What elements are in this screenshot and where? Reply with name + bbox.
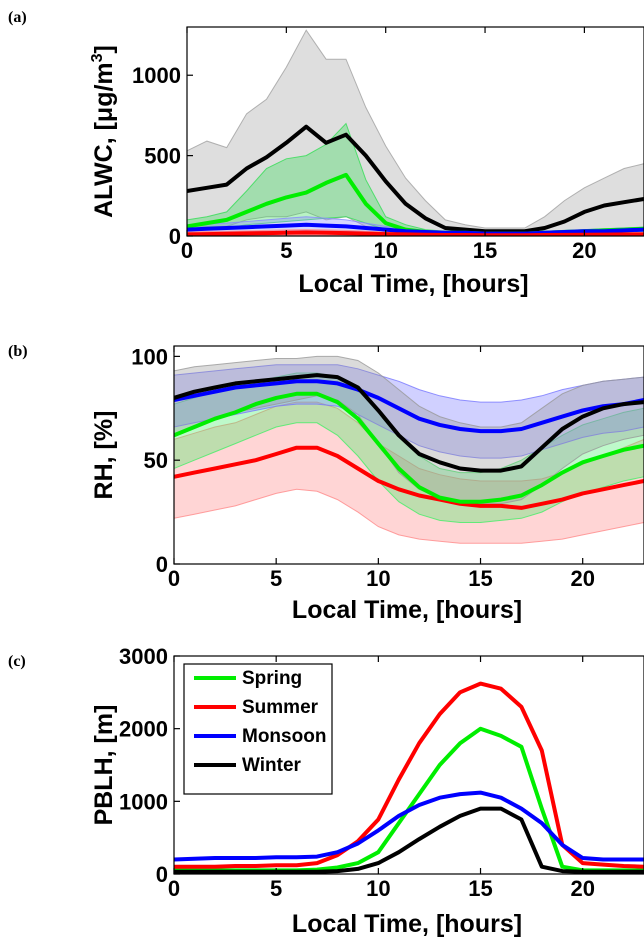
x-tick-label: 0 bbox=[168, 566, 180, 591]
series-line-2 bbox=[174, 379, 644, 434]
x-axis-label: Local Time, [hours] bbox=[292, 910, 522, 938]
chart-panel-2: 0 5 10 15 20 0 1000 2000 3000 (c) Local Time, [hou… bbox=[8, 644, 644, 938]
x-tick-label: 5 bbox=[270, 876, 282, 901]
axes-frame bbox=[173, 655, 644, 875]
x-tick-label: 5 bbox=[270, 566, 282, 591]
chart-panel-0: 0 5 10 15 20 0 500 1000 (a) Local Time, [hours] AL… bbox=[8, 9, 644, 298]
panel-label: (b) bbox=[8, 343, 28, 360]
y-tick-label: 1000 bbox=[132, 63, 181, 88]
x-tick-label: 0 bbox=[181, 238, 193, 263]
y-tick-label: 0 bbox=[156, 552, 168, 577]
y-tick-label: 100 bbox=[131, 344, 168, 369]
y-axis-label-end: ] bbox=[90, 45, 118, 53]
series-line-3 bbox=[174, 373, 644, 473]
y-axis-label: ALWC, [μg/m3] bbox=[89, 45, 118, 218]
series-line-winter bbox=[174, 806, 644, 874]
legend: Spring Summer Monsoon Winter bbox=[183, 663, 333, 795]
x-tick-label: 10 bbox=[366, 876, 390, 901]
y-axis-label: RH, [%] bbox=[90, 411, 118, 500]
plot-area-1 bbox=[174, 355, 644, 544]
panel-label: (c) bbox=[8, 653, 26, 670]
x-tick-label: 20 bbox=[570, 566, 594, 591]
series-line-3 bbox=[187, 230, 644, 236]
x-tick-label: 10 bbox=[373, 238, 397, 263]
axes-frame bbox=[173, 345, 644, 565]
x-tick-label: 10 bbox=[366, 566, 390, 591]
y-tick-label: 50 bbox=[144, 448, 168, 473]
x-tick-label: 15 bbox=[473, 238, 497, 263]
y-tick-label: 2000 bbox=[119, 717, 168, 742]
legend-box bbox=[183, 663, 333, 795]
plot-area-2 bbox=[174, 681, 644, 874]
legend-label-spring: Spring bbox=[242, 668, 302, 689]
y-tick-label: 1000 bbox=[119, 789, 168, 814]
confidence-band-0 bbox=[187, 29, 644, 236]
x-tick-label: 0 bbox=[168, 876, 180, 901]
series-line-monsoon bbox=[174, 790, 644, 862]
x-axis-label: Local Time, [hours] bbox=[292, 596, 522, 624]
panel-label: (a) bbox=[8, 9, 27, 26]
series-line-1 bbox=[174, 391, 644, 504]
series-line-0 bbox=[174, 445, 644, 510]
y-tick-label: 0 bbox=[156, 862, 168, 887]
x-tick-label: 20 bbox=[572, 238, 596, 263]
y-tick-label: 3000 bbox=[119, 644, 168, 669]
x-axis-label: Local Time, [hours] bbox=[298, 270, 528, 298]
y-axis-label-superscript: 3 bbox=[89, 53, 106, 62]
axes-frame bbox=[186, 26, 644, 237]
x-tick-label: 20 bbox=[570, 876, 594, 901]
plot-area-0 bbox=[187, 29, 644, 236]
y-tick-label: 0 bbox=[169, 224, 181, 249]
legend-label-winter: Winter bbox=[242, 755, 302, 776]
chart-panel-1: 0 5 10 15 20 0 50 100 (b) Local Time, [hours] RH, … bbox=[8, 343, 644, 624]
x-tick-label: 15 bbox=[468, 876, 492, 901]
y-tick-label: 500 bbox=[144, 144, 181, 169]
legend-label-monsoon: Monsoon bbox=[242, 726, 326, 747]
y-axis-label: PBLH, [m] bbox=[90, 705, 118, 826]
series-line-2 bbox=[187, 222, 644, 236]
legend-label-summer: Summer bbox=[242, 697, 319, 718]
x-tick-label: 5 bbox=[280, 238, 292, 263]
series-line-0 bbox=[187, 124, 644, 234]
x-tick-label: 15 bbox=[468, 566, 492, 591]
y-axis-label-main: ALWC, [μg/m bbox=[90, 62, 118, 218]
